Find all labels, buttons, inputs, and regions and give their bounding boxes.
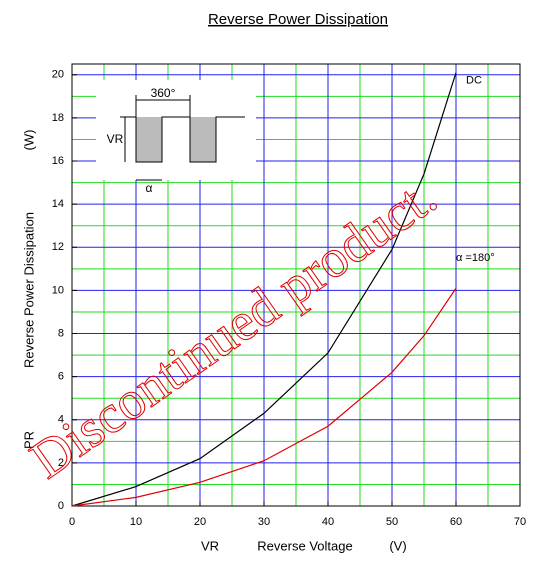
y-tick-label: 4 (58, 414, 64, 426)
y-tick-label: 8 (58, 327, 64, 339)
inset-period: 360° (151, 86, 176, 100)
plot-area: 0 10 20 30 40 50 60 70 0 2 4 6 8 10 12 14 16 18 20 DC α =180… (52, 63, 526, 528)
series-label: DC (466, 75, 482, 87)
y-tick-label: 10 (52, 284, 64, 296)
inset-background (96, 80, 256, 180)
y-tick-label: 14 (52, 198, 64, 210)
x-tick-label: 30 (258, 516, 270, 528)
y-axis-label: Reverse Power Dissipation (21, 212, 36, 368)
plot-frame (71, 63, 521, 507)
inset-pulse (190, 117, 216, 162)
x-tick-label: 40 (322, 516, 334, 528)
x-tick-label: 0 (69, 516, 75, 528)
inset-width: α (146, 181, 153, 195)
y-axis-symbol: PR (21, 431, 36, 449)
inset-amplitude: VR (107, 132, 124, 146)
series-line (71, 287, 457, 507)
x-axis-label: Reverse Voltage (257, 538, 352, 553)
x-tick-label: 60 (450, 516, 462, 528)
y-tick-label: 20 (52, 69, 64, 81)
x-tick-label: 10 (130, 516, 142, 528)
series-line (71, 72, 457, 507)
x-axis-symbol: VR (201, 538, 219, 553)
y-tick-label: 12 (52, 241, 64, 253)
y-axis-unit: (W) (21, 130, 36, 151)
y-tick-label: 16 (52, 155, 64, 167)
inset-waveform (120, 116, 245, 163)
series-label: α =180° (456, 252, 495, 264)
y-tick-label: 18 (52, 112, 64, 124)
y-tick-label: 0 (58, 500, 64, 512)
chart-title: Reverse Power Dissipation (208, 11, 388, 28)
y-tick-label: 2 (58, 457, 64, 469)
inset-diagram: 360° VR α (96, 80, 256, 195)
y-tick-label: 6 (58, 371, 64, 383)
inset-pulse (136, 117, 162, 162)
x-tick-label: 20 (194, 516, 206, 528)
x-tick-label: 50 (386, 516, 398, 528)
x-axis-unit: (V) (389, 538, 406, 553)
x-tick-label: 70 (514, 516, 526, 528)
